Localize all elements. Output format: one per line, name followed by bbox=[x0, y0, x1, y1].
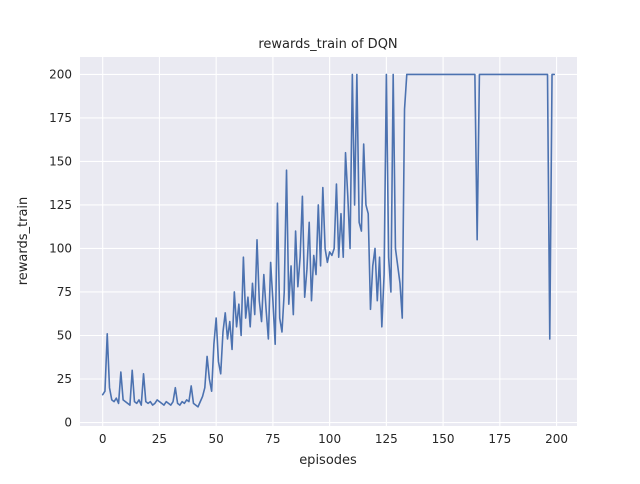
x-tick-label: 75 bbox=[265, 432, 280, 446]
x-tick-label: 100 bbox=[318, 432, 341, 446]
x-tick-label: 200 bbox=[545, 432, 568, 446]
x-tick-label: 175 bbox=[488, 432, 511, 446]
y-tick-label: 25 bbox=[57, 372, 72, 386]
y-tick-label: 50 bbox=[57, 328, 72, 342]
y-tick-label: 0 bbox=[64, 416, 72, 430]
x-tick-label: 0 bbox=[99, 432, 107, 446]
series-polyline bbox=[101, 73, 556, 408]
y-axis-label: rewards_train bbox=[16, 197, 31, 286]
y-tick-label: 75 bbox=[57, 285, 72, 299]
x-tick-label: 150 bbox=[432, 432, 455, 446]
x-tick-label: 25 bbox=[152, 432, 167, 446]
line-series bbox=[101, 73, 556, 408]
x-tick-label: 50 bbox=[209, 432, 224, 446]
plot-background bbox=[80, 57, 577, 426]
y-tick-label: 100 bbox=[49, 241, 72, 255]
x-tick-label: 125 bbox=[375, 432, 398, 446]
y-tick-labels: 0 25 50 75 100 125 150 175 200 bbox=[49, 67, 72, 429]
y-tick-label: 200 bbox=[49, 67, 72, 81]
x-axis-label: episodes bbox=[299, 453, 357, 468]
y-tick-label: 175 bbox=[49, 111, 72, 125]
y-tick-label: 150 bbox=[49, 154, 72, 168]
chart-title: rewards_train of DQN bbox=[258, 37, 397, 52]
y-tick-label: 125 bbox=[49, 198, 72, 212]
x-tick-labels: 0 25 50 75 100 125 150 175 200 bbox=[99, 432, 568, 446]
